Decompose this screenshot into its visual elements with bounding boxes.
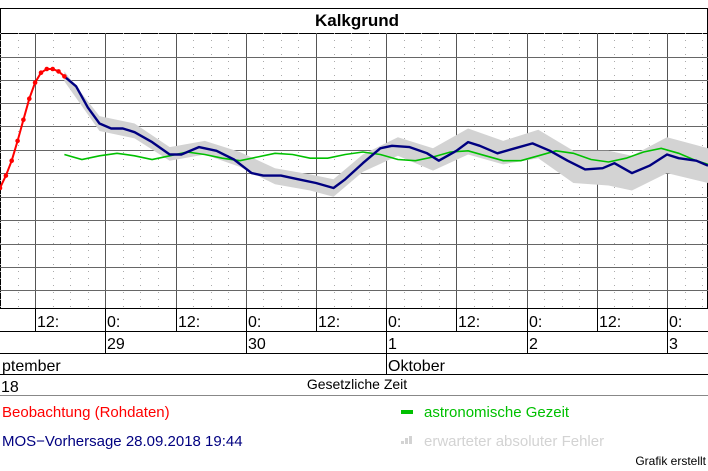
error-band	[64, 71, 708, 197]
legend-error-swatch	[401, 436, 412, 444]
x-tick-label: 12:	[178, 314, 200, 331]
grid-lines	[0, 8, 708, 309]
observation-point	[38, 70, 44, 75]
footer-note: Grafik erstellt	[635, 454, 706, 468]
observation-point	[0, 185, 3, 191]
x-tick-label: 0:	[388, 314, 401, 331]
x-tick-label: 12:	[318, 314, 340, 331]
legend-astro-swatch	[401, 410, 413, 414]
x-tick-label: 0:	[248, 314, 261, 331]
x-day-label: 30	[248, 336, 266, 353]
mos-forecast-line	[63, 75, 708, 190]
x-day-label: 3	[669, 336, 678, 353]
legend-mos-forecast: MOS−Vorhersage 28.09.2018 19:44	[2, 433, 243, 450]
observation-point	[27, 96, 32, 101]
observation-point	[32, 80, 38, 85]
legend: Beobachtung (Rohdaten) MOS−Vorhersage 28…	[2, 404, 707, 468]
chart-title: Kalkgrund	[315, 11, 399, 30]
observation-line	[0, 68, 66, 189]
series-lines	[0, 66, 708, 191]
observation-point	[21, 117, 26, 123]
x-month-label: Oktober	[388, 358, 446, 375]
observation-point	[44, 66, 50, 72]
x-tick-label: 0:	[669, 314, 682, 331]
x-axis-label: Gesetzliche Zeit	[307, 376, 407, 392]
x-day-label: 29	[107, 336, 125, 353]
legend-observation: Beobachtung (Rohdaten)	[2, 404, 170, 421]
observation-point	[56, 69, 61, 74]
legend-error: erwarteter absoluter Fehler	[424, 433, 604, 450]
year-label: 18	[1, 379, 19, 396]
observation-point	[15, 138, 20, 144]
x-day-label: 2	[529, 336, 538, 353]
x-axis: 12: 0: 12: 0: 12: 0: 12: 0: 12: 0: 29 30 1 2 3 ptember O…	[0, 308, 708, 396]
observation-point	[62, 74, 67, 79]
x-tick-label: 12:	[458, 314, 480, 331]
x-month-label: ptember	[2, 358, 61, 375]
observation-point	[50, 66, 55, 72]
x-day-label: 1	[388, 336, 397, 353]
observation-point	[3, 173, 9, 178]
error-band-area	[64, 71, 708, 197]
observation-point	[9, 158, 14, 163]
x-tick-label: 0:	[107, 314, 120, 331]
legend-astronomical: astronomische Gezeit	[424, 404, 570, 421]
x-tick-label: 12:	[37, 314, 59, 331]
x-tick-label: 12:	[599, 314, 621, 331]
x-tick-label: 0:	[529, 314, 542, 331]
